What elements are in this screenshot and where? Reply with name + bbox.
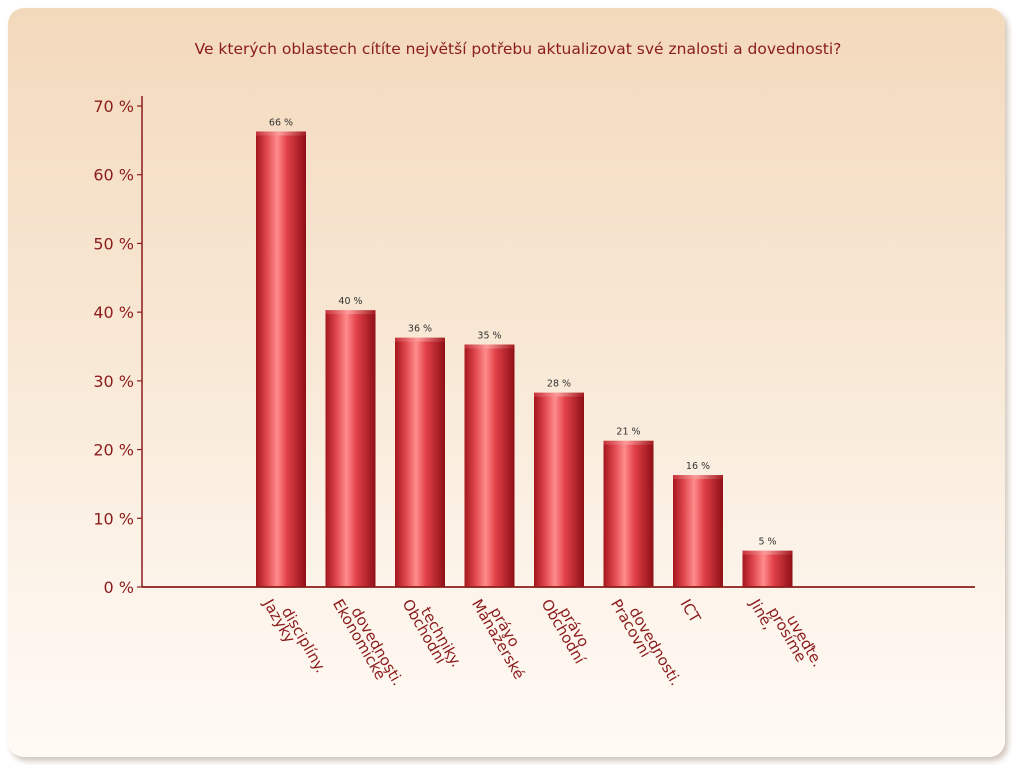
chart-title: Ve kterých oblastech cítíte největší pot… (195, 40, 842, 58)
data-label: 16 % (686, 461, 710, 472)
data-label: 21 % (616, 427, 640, 438)
data-label: 5 % (758, 537, 776, 548)
bar-cap (742, 550, 793, 555)
y-tick-label: 70 % (93, 97, 134, 116)
y-tick-label: 20 % (93, 441, 134, 460)
bar-body (742, 552, 793, 587)
data-label: 40 % (338, 296, 362, 307)
bar: 40 % (325, 296, 376, 587)
x-tick-label: Obchodnítechniky. (399, 590, 466, 676)
x-tick-label: Jazykydisciplíny. (259, 589, 330, 682)
bar-cap (256, 131, 306, 136)
bar-cap (325, 310, 376, 315)
bar-body (464, 346, 515, 587)
y-tick-label: 0 % (104, 578, 134, 597)
data-label: 36 % (408, 324, 432, 335)
bar-cap (534, 392, 584, 397)
bar-cap (464, 344, 515, 349)
x-tick-label: Ekonomickédovednosti. (329, 590, 407, 695)
x-tick-label: Jiné,prosímeuveďte. (746, 583, 827, 682)
bar-body (673, 477, 723, 587)
bar: 5 % (742, 537, 793, 587)
bar-cap (395, 337, 445, 342)
y-tick-label: 40 % (93, 303, 134, 322)
x-tick-label: Obchodníprávo (538, 590, 600, 668)
bar: 36 % (395, 324, 445, 587)
bar: 21 % (603, 427, 654, 587)
y-tick-label: 50 % (93, 234, 134, 253)
y-axis: 0 % 10 % 20 % 30 % 40 % 50 % 60 % 70 % (93, 96, 143, 597)
y-tick-label: 60 % (93, 166, 134, 185)
bar-cap (673, 475, 723, 480)
data-label: 66 % (269, 117, 293, 128)
bar: 35 % (464, 331, 515, 587)
x-tick-label: Pracovnídovednosti. (607, 590, 685, 695)
y-tick-label: 10 % (93, 509, 134, 528)
data-label: 28 % (547, 379, 571, 390)
bar-cap (603, 440, 654, 445)
bar: 28 % (534, 379, 584, 587)
bar-body (256, 133, 306, 587)
bar-body (603, 442, 654, 587)
bars: 66 % 40 % 36 % 35 % 28 % 21 % 16 % 5 % (256, 117, 793, 587)
y-tick-label: 30 % (93, 372, 134, 391)
bar: 66 % (256, 117, 306, 587)
bar-body (395, 339, 445, 587)
bar-body (534, 394, 584, 587)
x-axis: Jazykydisciplíny. Ekonomickédovednosti.Ob… (142, 583, 975, 695)
bar-body (325, 312, 376, 587)
data-label: 35 % (477, 331, 501, 342)
bar: 16 % (673, 461, 723, 587)
x-tick-label: Manažersképrávo (468, 590, 539, 682)
x-tick-label: ICT (677, 596, 705, 627)
